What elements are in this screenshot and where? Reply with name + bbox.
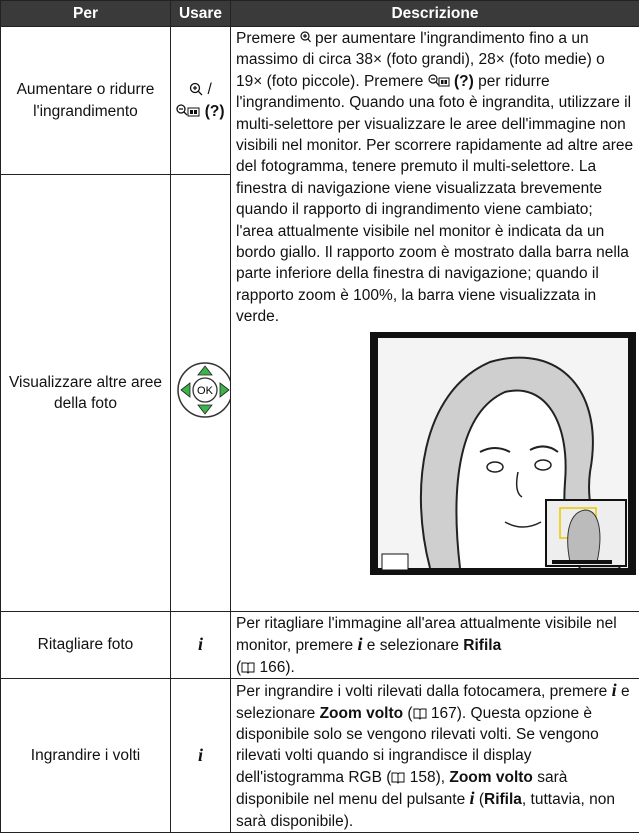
book-icon	[391, 771, 405, 784]
text: Premere	[236, 30, 300, 47]
zoom-out-icon	[176, 104, 200, 118]
text: Per ingrandire i volti rilevati dalla fo…	[236, 683, 612, 700]
text: Rifila	[484, 791, 522, 808]
text: Rifila	[463, 637, 501, 654]
text: (?)	[454, 73, 474, 90]
multi-selector-icon: OK	[176, 361, 231, 419]
zoom-out-icon	[428, 74, 450, 88]
cell: i	[171, 679, 231, 833]
book-icon	[241, 661, 255, 674]
text: 158),	[405, 769, 449, 786]
book-icon	[413, 707, 427, 720]
header-cell: Per	[1, 1, 171, 27]
cell: OK	[171, 175, 231, 612]
ok-label: OK	[197, 385, 214, 397]
row: Ritagliare foto i Per ritagliare l'immag…	[1, 612, 639, 679]
cell: / (?)	[171, 27, 231, 175]
zoom-in-icon	[300, 31, 311, 45]
row: Ingrandire i volti i Per ingrandire i vo…	[1, 679, 639, 833]
page: Per Usare Descrizione Aumentare o ridurr…	[0, 0, 639, 753]
zoom-in-icon	[189, 82, 203, 96]
text: e selezionare	[362, 637, 463, 654]
row: Aumentare o ridurre l'ingrandimento / (?…	[1, 27, 639, 175]
text: per ridurre l'ingrandimento. Quando una …	[236, 73, 633, 325]
text: (	[403, 705, 412, 722]
cell: Ritagliare foto	[1, 612, 171, 679]
cell: i	[171, 612, 231, 679]
cell: Ingrandire i volti	[1, 679, 171, 833]
text: 166).	[255, 659, 295, 676]
text: (?)	[205, 103, 225, 120]
monitor-image	[370, 332, 636, 575]
cell: Premere per aumentare l'ingrandimento fi…	[231, 27, 639, 612]
text: Zoom volto	[320, 705, 404, 722]
cell: Visualizzare altre aree della foto	[1, 175, 171, 612]
text: /	[208, 81, 212, 98]
cell: Per ritagliare l'immagine all'area attua…	[231, 612, 639, 679]
cell: Per ingrandire i volti rilevati dalla fo…	[231, 679, 639, 833]
header-cell: Descrizione	[231, 1, 639, 27]
cell: Aumentare o ridurre l'ingrandimento	[1, 27, 171, 175]
text: Zoom volto	[449, 769, 533, 786]
header-row: Per Usare Descrizione	[1, 1, 639, 27]
header-cell: Usare	[171, 1, 231, 27]
text: (	[475, 791, 484, 808]
